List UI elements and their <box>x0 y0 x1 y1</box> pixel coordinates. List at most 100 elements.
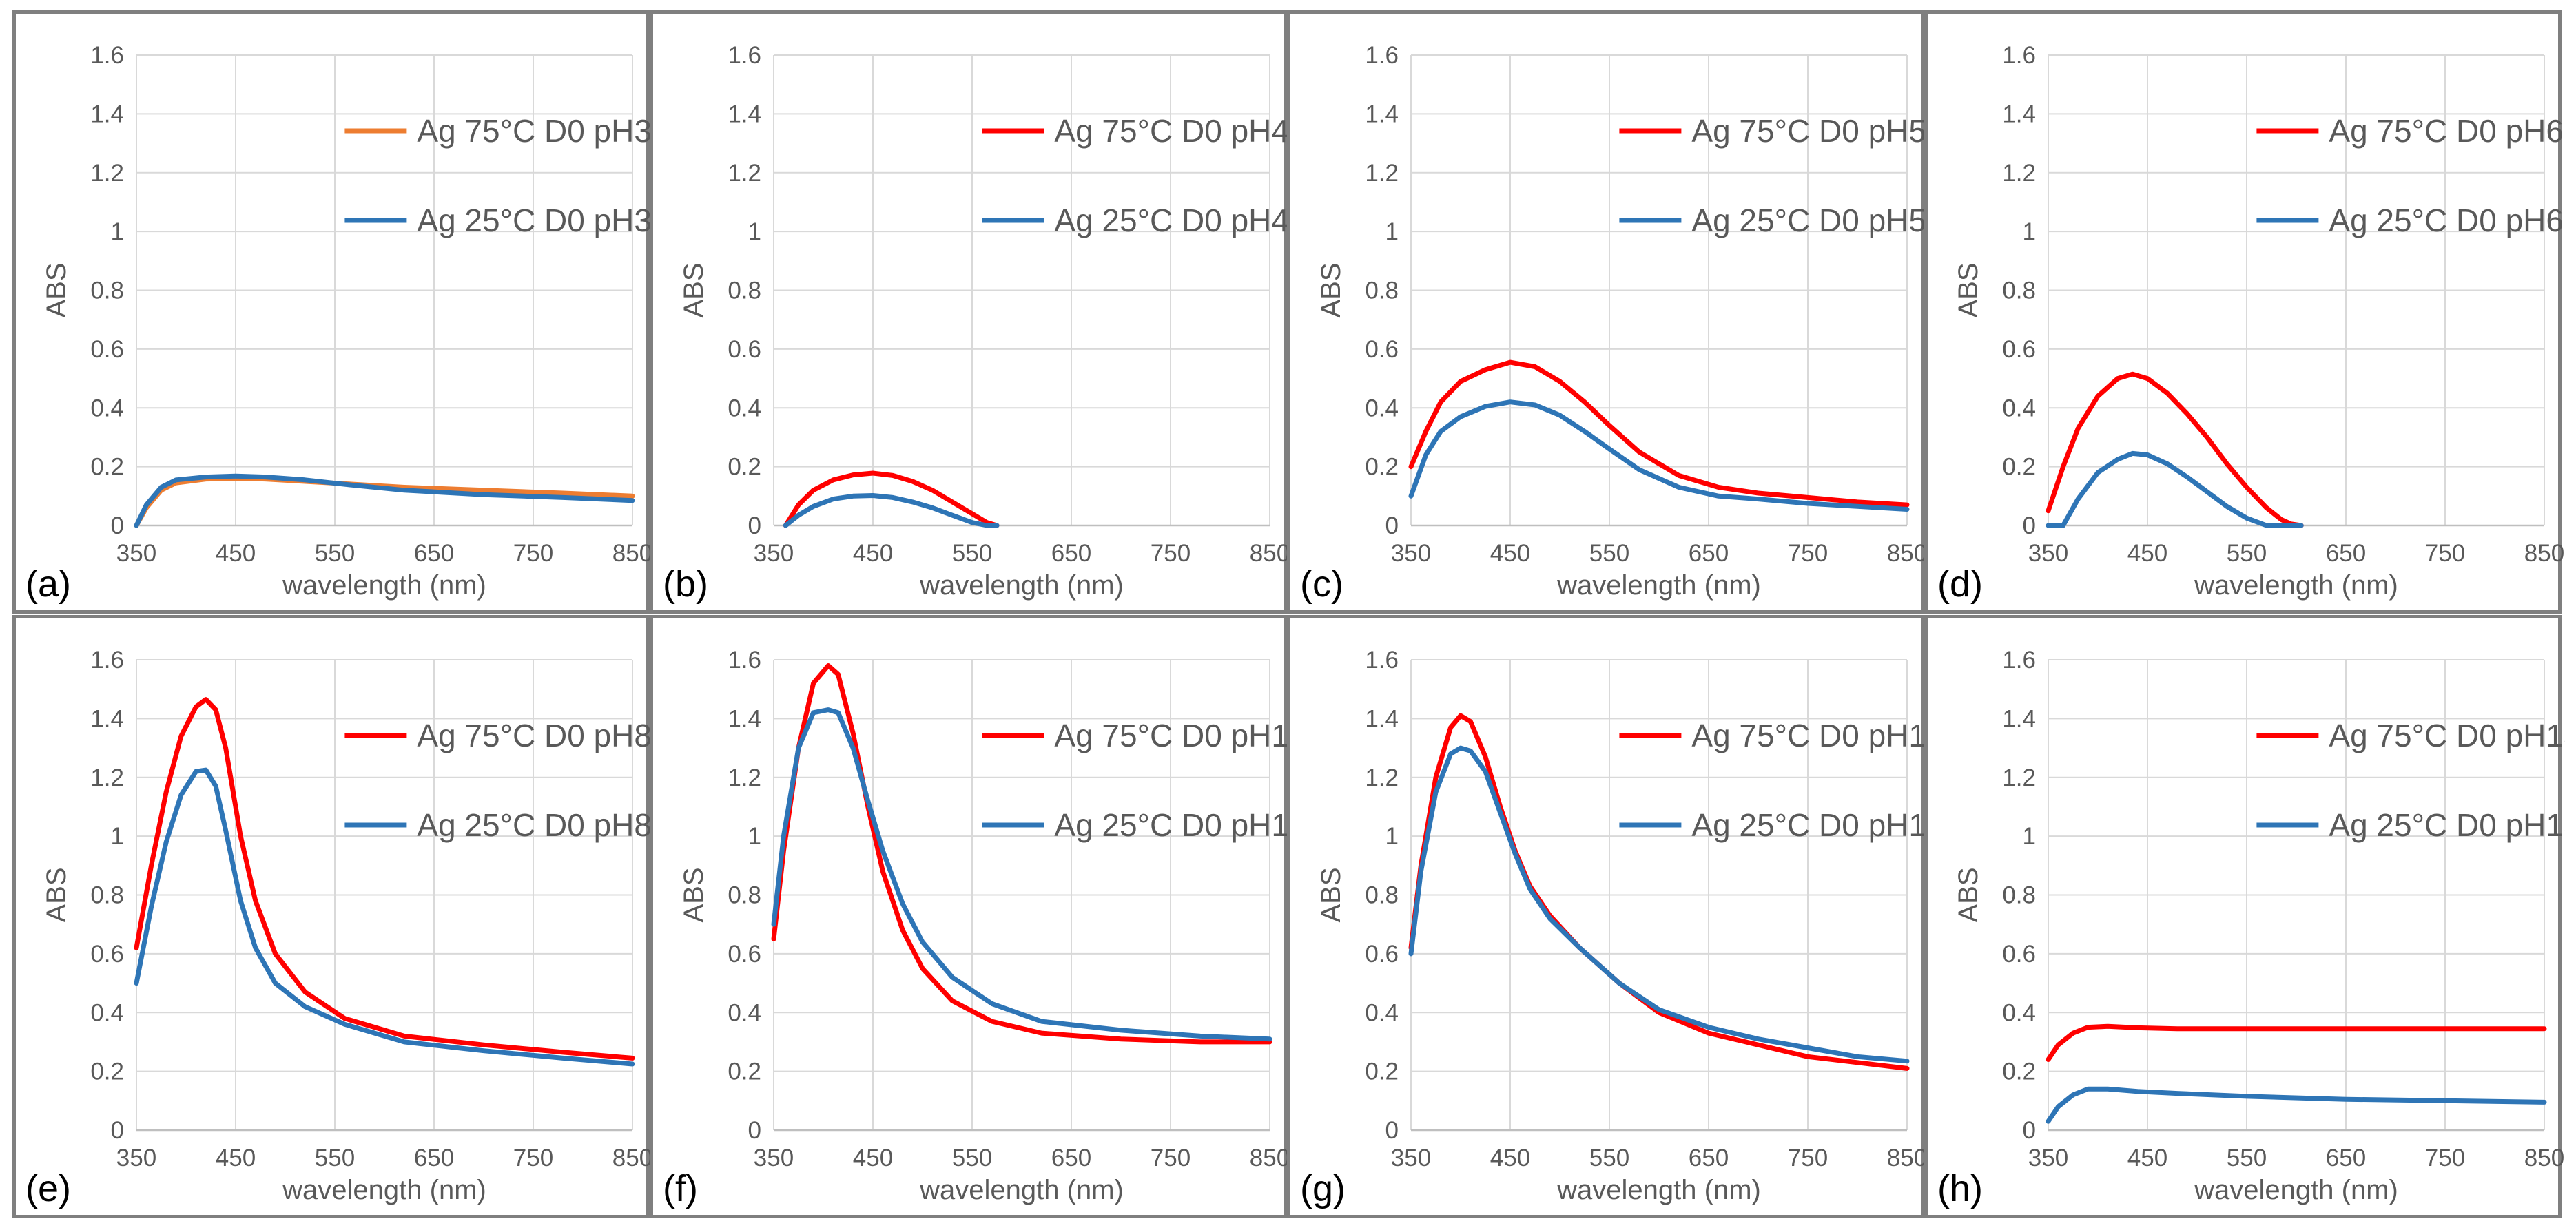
chart-svg-g: 0 0.2 0.4 0.6 0.8 1 1.2 1.4 1.6 350 450 550 650 750 85… <box>1300 647 1928 1209</box>
y-tick-label: 0.2 <box>2002 1059 2036 1085</box>
x-tick-label: 750 <box>2425 1145 2465 1171</box>
legend-label-a-1: Ag 75°C D0 pH3 <box>417 113 652 149</box>
y-tick-label: 1.6 <box>2002 647 2036 674</box>
y-tick-label: 1 <box>1385 823 1399 850</box>
y-tick-label: 1.2 <box>90 160 124 187</box>
x-tick-label: 650 <box>2326 540 2366 567</box>
y-tick-label: 1.4 <box>1365 101 1399 127</box>
legend-label-g-1: Ag 75°C D0 pH12 <box>1691 718 1928 753</box>
y-tick-label: 1.6 <box>1365 647 1399 674</box>
x-tick-label: 450 <box>216 540 256 567</box>
chart-panel-h: 0 0.2 0.4 0.6 0.8 1 1.2 1.4 1.6 350 450 550 650 750 85… <box>1924 615 2565 1218</box>
panel-label-b: (b) <box>663 563 708 605</box>
y-tick-label: 0.8 <box>90 278 124 304</box>
series-line-c-1 <box>1408 359 1910 508</box>
y-tick-label: 0.6 <box>1365 336 1399 363</box>
series-line-c-2 <box>1408 399 1910 512</box>
y-tick-label: 0.6 <box>90 336 124 363</box>
legend-label-b-1: Ag 75°C D0 pH4 <box>1054 113 1289 149</box>
series-line-f-1 <box>771 663 1272 1045</box>
legend-label-g-2: Ag 25°C D0 pH12 <box>1691 807 1928 843</box>
chart-panel-e: 0 0.2 0.4 0.6 0.8 1 1.2 1.4 1.6 350 450 550 650 750 85… <box>12 615 652 1218</box>
x-tick-label: 750 <box>1788 540 1828 567</box>
y-tick-label: 0.4 <box>1365 395 1399 421</box>
y-axis-title: ABS <box>1953 867 1983 922</box>
y-tick-label: 0 <box>111 512 124 539</box>
y-tick-label: 0.6 <box>2002 336 2036 363</box>
chart-svg-e: 0 0.2 0.4 0.6 0.8 1 1.2 1.4 1.6 350 450 550 650 750 85… <box>25 647 652 1209</box>
y-tick-label: 1.2 <box>2002 764 2036 791</box>
y-tick-label: 0.6 <box>1365 941 1399 968</box>
y-tick-label: 0 <box>748 512 761 539</box>
y-tick-label: 0.4 <box>728 395 761 421</box>
x-tick-label: 750 <box>1788 1145 1828 1171</box>
y-tick-label: 1.2 <box>1365 764 1399 791</box>
y-tick-label: 0 <box>1385 512 1399 539</box>
y-axis-title: ABS <box>41 867 72 922</box>
x-tick-label: 850 <box>612 540 652 567</box>
series-line-a-1 <box>134 476 635 528</box>
y-tick-label: 1.4 <box>728 101 761 127</box>
series-line-g-2 <box>1408 745 1910 1064</box>
y-tick-label: 1.6 <box>728 647 761 674</box>
x-tick-label: 350 <box>754 1145 794 1171</box>
x-tick-label: 350 <box>1391 540 1431 567</box>
legend-label-h-1: Ag 75°C D0 pH13 <box>2329 718 2565 753</box>
chart-svg-c: 0 0.2 0.4 0.6 0.8 1 1.2 1.4 1.6 350 450 550 650 750 85… <box>1300 42 1928 605</box>
x-tick-label: 750 <box>1151 540 1191 567</box>
y-tick-label: 1 <box>748 823 761 850</box>
y-tick-label: 1.4 <box>90 705 124 732</box>
y-tick-label: 1.6 <box>1365 42 1399 69</box>
y-tick-label: 1.4 <box>728 705 761 732</box>
gridlines <box>136 54 633 526</box>
y-tick-label: 0 <box>1385 1117 1399 1144</box>
x-tick-label: 350 <box>754 540 794 567</box>
x-tick-label: 850 <box>1250 1145 1290 1171</box>
legend-label-a-2: Ag 25°C D0 pH3 <box>417 202 652 238</box>
panel-label-f: (f) <box>663 1168 698 1209</box>
panel-label-a: (a) <box>25 563 71 605</box>
x-tick-label: 850 <box>1887 540 1927 567</box>
chart-panel-a: 0 0.2 0.4 0.6 0.8 1 1.2 1.4 1.6 350 450 550 650 750 85… <box>12 10 652 614</box>
x-tick-label: 650 <box>1051 1145 1091 1171</box>
y-tick-label: 1 <box>111 218 124 245</box>
legend-label-f-2: Ag 25°C D0 pH10 <box>1054 807 1290 843</box>
x-axis-title: wavelength (nm) <box>1556 570 1761 601</box>
x-tick-label: 450 <box>1490 1145 1530 1171</box>
legend-label-f-1: Ag 75°C D0 pH10 <box>1054 718 1290 753</box>
y-tick-label: 1 <box>1385 218 1399 245</box>
y-tick-label: 0 <box>748 1117 761 1144</box>
x-tick-label: 450 <box>2127 540 2167 567</box>
x-tick-label: 350 <box>116 1145 156 1171</box>
y-tick-label: 1 <box>2023 823 2036 850</box>
panel-label-d: (d) <box>1937 563 1983 605</box>
y-axis-title: ABS <box>679 262 709 317</box>
x-tick-label: 850 <box>1250 540 1290 567</box>
chart-svg-h: 0 0.2 0.4 0.6 0.8 1 1.2 1.4 1.6 350 450 550 650 750 85… <box>1937 647 2565 1209</box>
y-tick-label: 0.8 <box>90 882 124 909</box>
y-tick-label: 0 <box>2023 1117 2036 1144</box>
y-tick-label: 0.6 <box>90 941 124 968</box>
y-tick-label: 1.2 <box>90 764 124 791</box>
chart-panel-g: 0 0.2 0.4 0.6 0.8 1 1.2 1.4 1.6 350 450 550 650 750 85… <box>1287 615 1928 1218</box>
x-tick-label: 550 <box>1589 1145 1629 1171</box>
y-tick-label: 0.2 <box>90 1059 124 1085</box>
series-line-f-2 <box>771 707 1272 1042</box>
y-tick-label: 0.2 <box>1365 454 1399 481</box>
y-tick-label: 1 <box>748 218 761 245</box>
series-line-d-2 <box>2046 450 2304 528</box>
chart-panel-d: 0 0.2 0.4 0.6 0.8 1 1.2 1.4 1.6 350 450 550 650 750 85… <box>1924 10 2564 614</box>
x-tick-label: 650 <box>1689 540 1729 567</box>
x-tick-label: 450 <box>1490 540 1530 567</box>
y-tick-label: 0 <box>111 1117 124 1144</box>
panel-label-c: (c) <box>1300 563 1343 605</box>
x-axis-title: wavelength (nm) <box>919 570 1124 601</box>
y-tick-label: 0.8 <box>1365 278 1399 304</box>
y-tick-label: 1.2 <box>1365 160 1399 187</box>
chart-panel-b: 0 0.2 0.4 0.6 0.8 1 1.2 1.4 1.6 350 450 550 650 750 85… <box>650 10 1290 614</box>
y-tick-label: 0.8 <box>728 278 761 304</box>
x-axis-title: wavelength (nm) <box>2194 570 2398 601</box>
y-tick-label: 1 <box>2023 218 2036 245</box>
legend-label-d-2: Ag 25°C D0 pH6 <box>2329 202 2564 238</box>
